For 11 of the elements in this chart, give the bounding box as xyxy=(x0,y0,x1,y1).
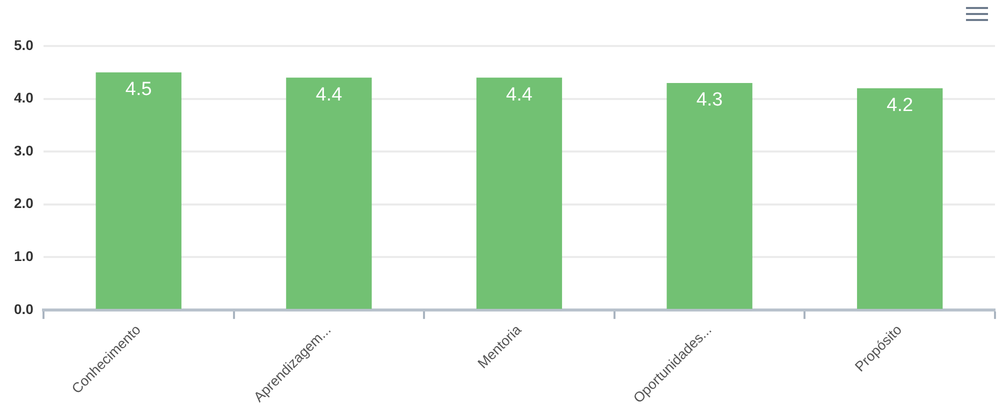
data-label: 4.4 xyxy=(506,84,533,106)
data-label: 4.3 xyxy=(696,90,723,111)
data-label: 4.5 xyxy=(125,79,152,100)
y-tick-label: 4.0 xyxy=(14,90,34,106)
y-tick-label: 3.0 xyxy=(14,142,34,158)
data-label: 4.2 xyxy=(886,94,914,116)
y-tick-label: 0.0 xyxy=(14,300,34,317)
y-tick-label: 5.0 xyxy=(14,36,34,53)
y-tick-label: 2.0 xyxy=(14,195,34,212)
y-tick-label: 1.0 xyxy=(14,248,34,264)
data-label: 4.4 xyxy=(316,84,343,106)
